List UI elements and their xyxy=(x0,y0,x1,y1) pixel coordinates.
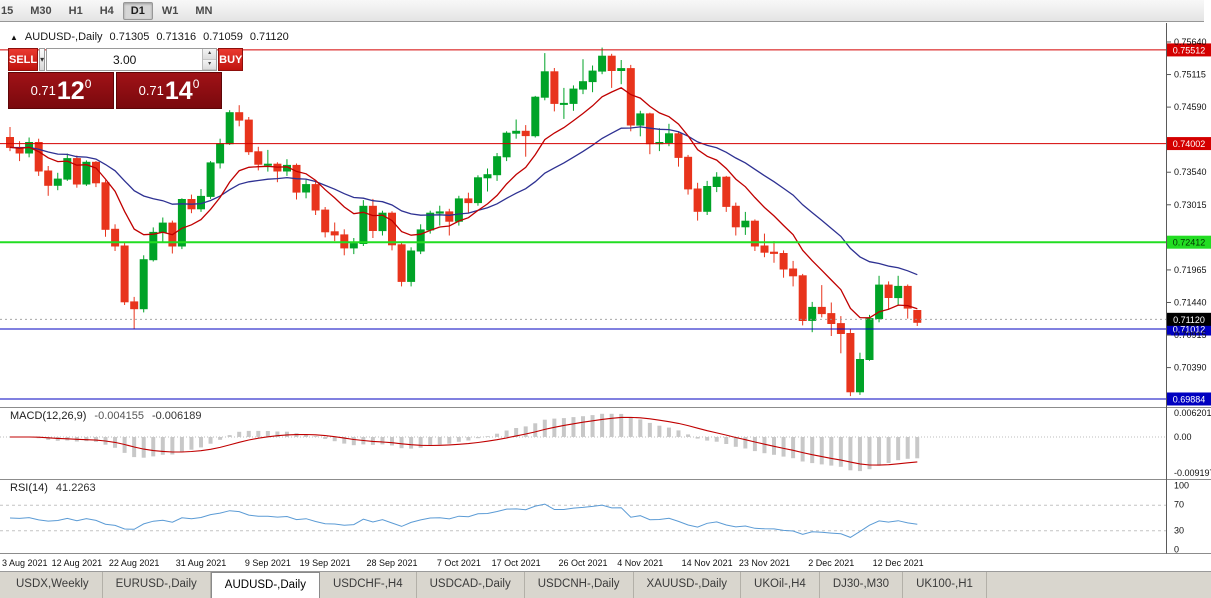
chart-tab-dj30-m30[interactable]: DJ30-,M30 xyxy=(820,572,904,598)
svg-text:22 Aug 2021: 22 Aug 2021 xyxy=(109,558,160,568)
svg-text:0: 0 xyxy=(1174,545,1179,555)
price-axis: 0.755120.740020.724120.710120.698840.711… xyxy=(0,23,1211,555)
ma-slow-line xyxy=(9,126,918,276)
rsi-value: 41.2263 xyxy=(55,482,96,494)
chart-title: ▲ AUDUSD-,Daily 0.71305 0.71316 0.71059 … xyxy=(10,31,289,43)
chart-tab-eurusd-daily[interactable]: EURUSD-,Daily xyxy=(103,572,211,598)
svg-text:70: 70 xyxy=(1174,500,1184,510)
svg-text:12 Aug 2021: 12 Aug 2021 xyxy=(52,558,103,568)
time-axis: 3 Aug 2021 12 Aug 2021 22 Aug 2021 31 Aug 2… xyxy=(2,558,924,568)
svg-text:0.71012: 0.71012 xyxy=(1173,325,1206,335)
ohlc-open: 0.71305 xyxy=(109,31,150,43)
timeframe-w1[interactable]: W1 xyxy=(161,4,179,17)
svg-text:4 Nov 2021: 4 Nov 2021 xyxy=(617,558,663,568)
chart-tab-usdcnh-daily[interactable]: USDCNH-,Daily xyxy=(525,572,634,598)
price-pane[interactable] xyxy=(0,47,1167,400)
timeframe-15[interactable]: 15 xyxy=(1,4,14,17)
svg-text:31 Aug 2021: 31 Aug 2021 xyxy=(176,558,227,568)
sell-price-fraction: 0 xyxy=(84,76,92,91)
svg-text:0.75115: 0.75115 xyxy=(1174,70,1206,80)
timeframe-toolbar: 15 M30 H1 H4 D1 W1 MN xyxy=(0,0,1204,22)
chart-tab-usdx-weekly[interactable]: USDX,Weekly xyxy=(3,572,103,598)
volume-field-wrap: ▴ ▾ xyxy=(46,48,218,71)
svg-text:0.75512: 0.75512 xyxy=(1173,45,1206,55)
svg-text:0.71440: 0.71440 xyxy=(1174,297,1207,307)
svg-text:0.70915: 0.70915 xyxy=(1174,330,1207,340)
volume-input[interactable] xyxy=(47,49,203,70)
chart-tab-ukoil-h4[interactable]: UKOil-,H4 xyxy=(741,572,820,598)
rsi-indicator-label: RSI(14) 41.2263 xyxy=(10,482,96,494)
svg-text:0.69884: 0.69884 xyxy=(1173,394,1206,404)
svg-text:23 Nov 2021: 23 Nov 2021 xyxy=(739,558,790,568)
chart-tab-audusd-daily[interactable]: AUDUSD-,Daily xyxy=(210,572,320,598)
svg-text:26 Oct 2021: 26 Oct 2021 xyxy=(558,558,607,568)
volume-decrease-button[interactable]: ▾ xyxy=(203,59,217,70)
candlestick-series xyxy=(6,47,922,397)
svg-text:0.00: 0.00 xyxy=(1174,432,1192,442)
svg-text:100: 100 xyxy=(1174,481,1189,491)
macd-indicator-label: MACD(12,26,9) -0.004155 -0.006189 xyxy=(10,410,202,422)
ohlc-low: 0.71059 xyxy=(203,31,243,43)
sell-price-prefix: 0.71 xyxy=(30,83,56,98)
volume-stepper: ▴ ▾ xyxy=(202,49,217,70)
svg-text:2 Dec 2021: 2 Dec 2021 xyxy=(808,558,854,568)
timeframe-h1[interactable]: H1 xyxy=(68,4,83,17)
svg-text:17 Oct 2021: 17 Oct 2021 xyxy=(492,558,541,568)
svg-text:28 Sep 2021: 28 Sep 2021 xyxy=(366,558,417,568)
chart-window: 0.75512 0.74002 0.72412 0.71012 0.69884 0.711… xyxy=(0,23,1211,570)
ohlc-close: 0.71120 xyxy=(249,31,289,43)
buy-button[interactable]: BUY xyxy=(218,48,244,71)
sell-price-pips: 12 xyxy=(56,76,85,105)
chevron-down-icon: ▾ xyxy=(40,55,45,64)
svg-text:9 Sep 2021: 9 Sep 2021 xyxy=(245,558,291,568)
chart-canvas[interactable]: 0.755120.740020.724120.710120.698840.711… xyxy=(0,23,1211,570)
svg-text:0.75640: 0.75640 xyxy=(1174,37,1207,47)
svg-text:0.74590: 0.74590 xyxy=(1174,102,1207,112)
svg-text:14 Nov 2021: 14 Nov 2021 xyxy=(682,558,733,568)
svg-text:0.70390: 0.70390 xyxy=(1174,363,1207,373)
macd-signal-value: -0.006189 xyxy=(151,410,202,422)
macd-signal-line xyxy=(10,416,918,466)
buy-price-pips: 14 xyxy=(164,76,193,105)
chart-tab-bar: USDX,Weekly EURUSD-,Daily AUDUSD-,Daily USD… xyxy=(0,571,1211,598)
buy-price-display[interactable]: 0.71 14 0 xyxy=(116,72,222,109)
svg-text:19 Sep 2021: 19 Sep 2021 xyxy=(300,558,351,568)
chart-tab-usdcad-daily[interactable]: USDCAD-,Daily xyxy=(417,572,525,598)
svg-text:0.71965: 0.71965 xyxy=(1174,265,1207,275)
sell-button[interactable]: SELL xyxy=(8,48,39,71)
macd-pane[interactable] xyxy=(0,413,1167,472)
svg-text:0.74002: 0.74002 xyxy=(1173,139,1206,149)
ma-fast-line xyxy=(9,87,918,319)
volume-increase-button[interactable]: ▴ xyxy=(203,49,217,60)
chart-tab-xauusd-daily[interactable]: XAUUSD-,Daily xyxy=(634,572,742,598)
ohlc-high: 0.71316 xyxy=(156,31,197,43)
svg-text:7 Oct 2021: 7 Oct 2021 xyxy=(437,558,481,568)
svg-text:-0.009197: -0.009197 xyxy=(1174,468,1211,478)
timeframe-mn[interactable]: MN xyxy=(195,4,213,17)
macd-main-value: -0.004155 xyxy=(94,410,144,422)
up-triangle-icon: ▲ xyxy=(10,32,18,42)
chart-symbol: AUDUSD-,Daily xyxy=(24,31,103,43)
rsi-pane[interactable] xyxy=(0,503,1167,538)
timeframe-h4[interactable]: H4 xyxy=(99,4,114,17)
chart-tab-uk100-h1[interactable]: UK100-,H1 xyxy=(903,572,987,598)
svg-text:0.73015: 0.73015 xyxy=(1174,200,1207,210)
chart-tab-usdchf-h4[interactable]: USDCHF-,H4 xyxy=(320,572,417,598)
buy-price-fraction: 0 xyxy=(192,76,200,91)
volume-dropdown[interactable]: ▾ xyxy=(39,48,46,71)
svg-text:30: 30 xyxy=(1174,525,1184,535)
svg-text:0.72412: 0.72412 xyxy=(1173,238,1206,248)
buy-price-prefix: 0.71 xyxy=(138,83,164,98)
svg-text:3 Aug 2021: 3 Aug 2021 xyxy=(2,558,48,568)
svg-text:12 Dec 2021: 12 Dec 2021 xyxy=(873,558,924,568)
rsi-line xyxy=(9,503,918,538)
timeframe-d1[interactable]: D1 xyxy=(122,1,153,20)
svg-text:0.73540: 0.73540 xyxy=(1174,167,1207,177)
timeframe-m30[interactable]: M30 xyxy=(30,4,52,17)
sell-price-display[interactable]: 0.71 12 0 xyxy=(8,72,114,109)
svg-text:0.006201: 0.006201 xyxy=(1174,408,1211,418)
svg-text:0.71120: 0.71120 xyxy=(1173,315,1205,325)
